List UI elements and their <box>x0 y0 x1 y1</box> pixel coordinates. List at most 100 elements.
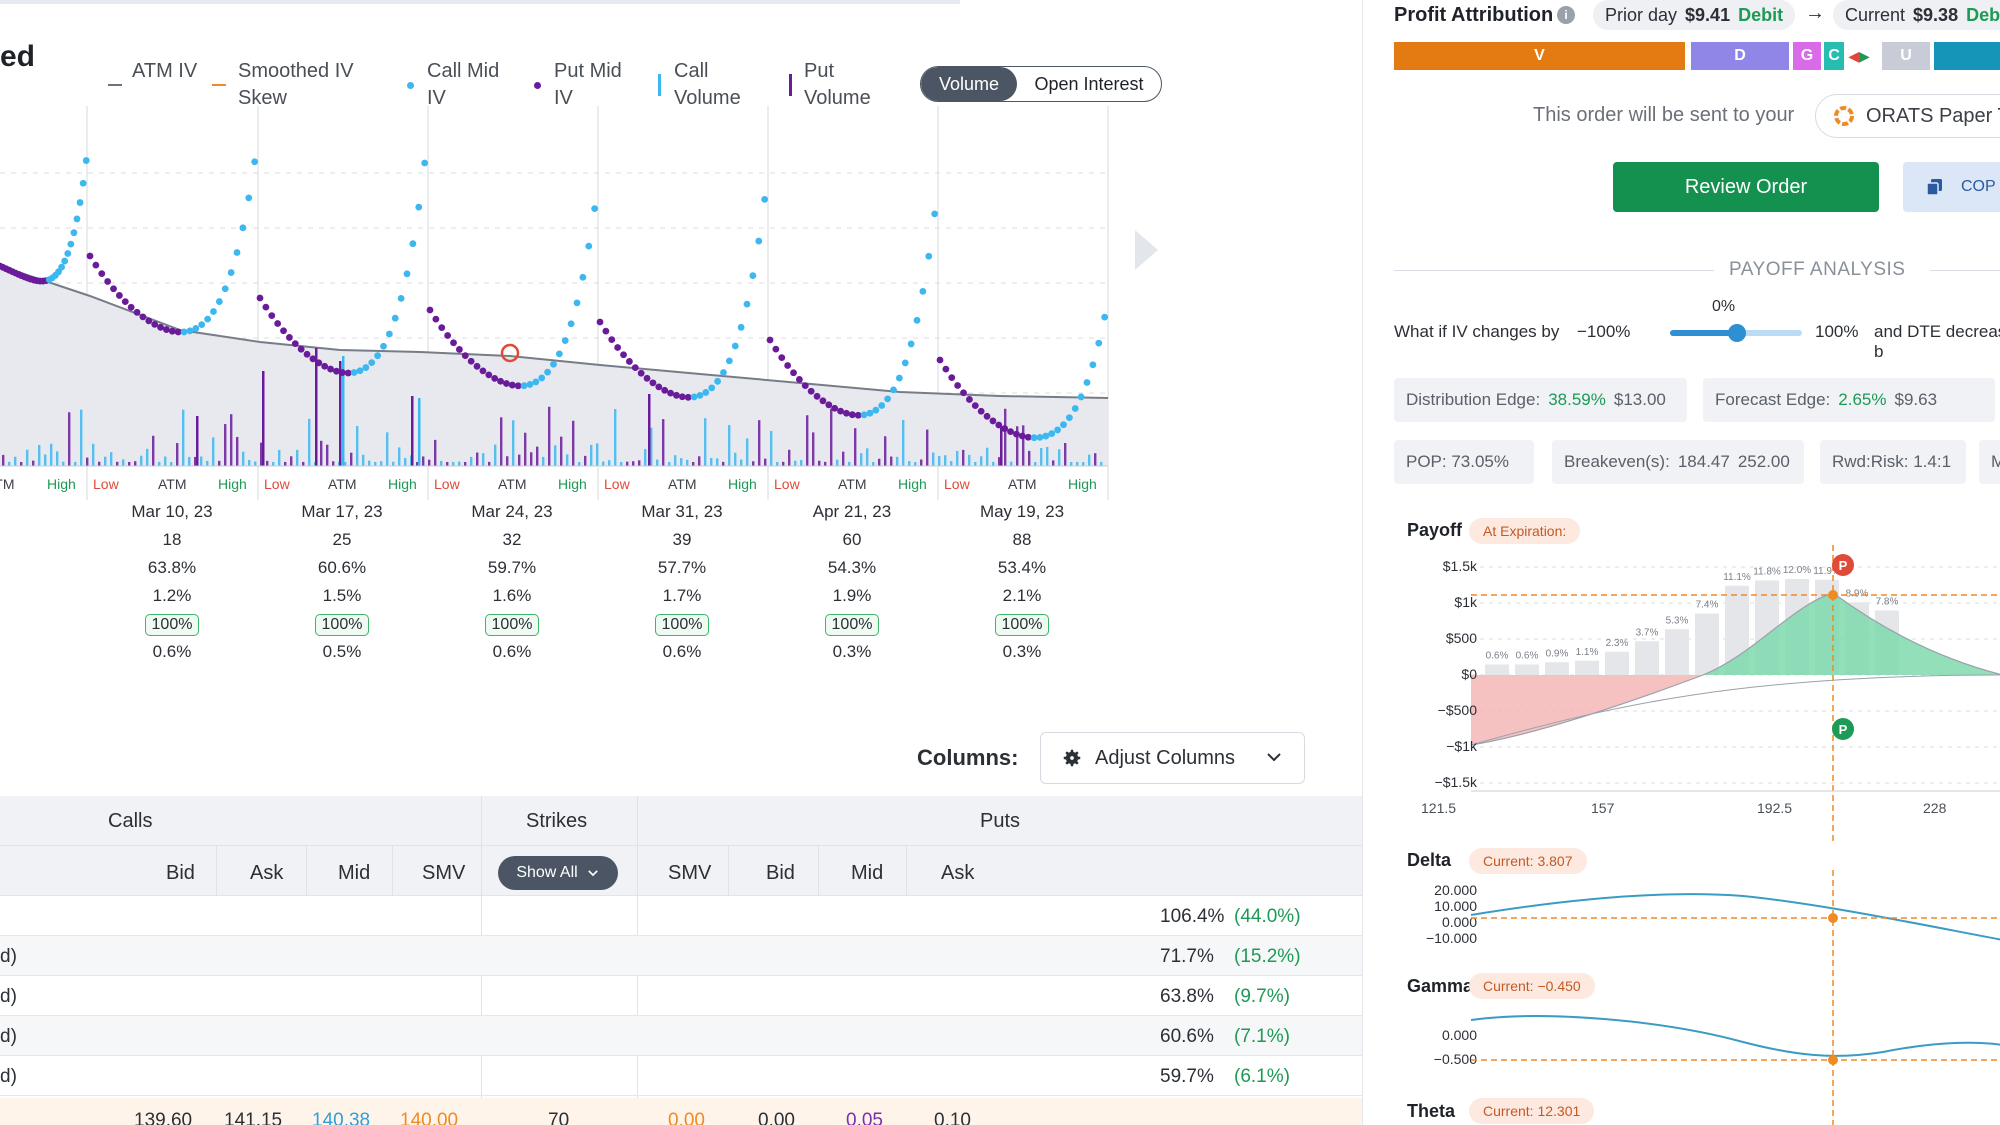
probability-label: 7.4% <box>1696 600 1719 611</box>
iv-point <box>438 324 446 332</box>
iv-point <box>180 328 188 336</box>
iv-point <box>303 350 311 358</box>
call-volume-bar <box>80 409 83 466</box>
call-volume-bar <box>710 458 713 466</box>
call-volume-bar <box>380 461 383 466</box>
legend-atm-iv[interactable]: ATM IV <box>108 58 212 86</box>
expiration-cell[interactable]: 100% <box>262 614 422 636</box>
strike-high-label: High <box>728 476 757 492</box>
call-volume-bar <box>344 461 347 466</box>
table-row[interactable]: d) 71.7% (15.2%) <box>0 936 1362 976</box>
attr-segment-d[interactable]: D <box>1691 42 1789 70</box>
table-row[interactable]: 106.4% (44.0%) <box>0 896 1362 936</box>
col-put-bid[interactable]: Bid <box>766 862 795 884</box>
payoff-x-tick: 157 <box>1591 800 1615 816</box>
col-call-smv[interactable]: SMV <box>422 862 466 884</box>
iv-point <box>608 336 616 344</box>
put-volume-bar <box>332 461 335 466</box>
at-expiration-pill[interactable]: At Expiration: <box>1469 518 1581 544</box>
attr-segment-arrows[interactable]: ◀ ▶ <box>1846 42 1872 70</box>
strike-low-label: Low <box>264 476 290 492</box>
legend-call-volume[interactable]: Call Volume <box>658 58 758 112</box>
put-volume-bar <box>320 440 323 466</box>
adjust-columns-dropdown[interactable]: Adjust Columns <box>1040 732 1305 784</box>
put-volume-bar <box>830 408 833 466</box>
col-put-smv[interactable]: SMV <box>668 862 712 884</box>
table-row[interactable]: d) 60.6% (7.1%) <box>0 1016 1362 1056</box>
arrow-right-icon: → <box>1805 2 1825 24</box>
iv-point <box>673 391 680 399</box>
call-volume-bar <box>566 454 569 466</box>
table-row[interactable]: 139.60 141.15 140.38 140.00 70 0.00 0.00… <box>0 1098 1362 1125</box>
call-volume-bar <box>980 456 983 466</box>
iv-point <box>350 369 358 376</box>
legend-call-mid-iv[interactable]: Call Mid IV <box>407 58 517 112</box>
call-volume-bar <box>452 461 455 466</box>
legend-put-mid-iv[interactable]: Put Mid IV <box>534 58 644 112</box>
expiration-cell[interactable]: 100% <box>942 614 1102 636</box>
expiration-cell: 53.4% <box>997 558 1047 577</box>
attr-segment-c[interactable]: C <box>1824 42 1844 70</box>
toggle-volume[interactable]: Volume <box>921 67 1017 101</box>
expiration-cell: 60.6% <box>317 558 367 577</box>
table-row[interactable]: d) 63.8% (9.7%) <box>0 976 1362 1016</box>
attr-segment-other[interactable] <box>1934 42 2000 70</box>
col-call-bid[interactable]: Bid <box>166 862 195 884</box>
iv-point <box>315 359 323 367</box>
expiration-cell[interactable]: 100% <box>602 614 762 636</box>
expiration-cell: 0.3% <box>832 642 872 661</box>
prior-day-pill: Prior day $9.41 Debit <box>1593 0 1796 30</box>
iv-point <box>333 367 340 375</box>
payoff-y-tick: −$1.5k <box>1434 774 1477 790</box>
toggle-open-interest[interactable]: Open Interest <box>1034 73 1144 94</box>
expiration-cell[interactable]: 100% <box>92 614 252 636</box>
iv-point <box>344 369 352 377</box>
scroll-track[interactable] <box>0 0 960 4</box>
probability-bar <box>1545 662 1569 675</box>
call-volume-bar <box>716 458 719 466</box>
iv-point <box>356 367 364 375</box>
iv-point <box>737 323 745 331</box>
attr-segment-g[interactable]: G <box>1793 42 1821 70</box>
expiration-cell: Apr 21, 23 <box>812 502 892 521</box>
legend-smoothed-iv-skew[interactable]: Smoothed IV Skew <box>212 58 368 112</box>
gamma-y-tick: −0.500 <box>1433 1051 1477 1067</box>
expiration-cell[interactable]: 100% <box>772 614 932 636</box>
slider-handle[interactable] <box>1728 324 1746 342</box>
copy-button[interactable]: COP <box>1903 162 2000 212</box>
iv-point <box>210 308 217 315</box>
expiration-cell[interactable]: 100% <box>432 614 592 636</box>
col-call-mid[interactable]: Mid <box>338 862 371 884</box>
call-volume-bar <box>770 430 773 466</box>
row-iv: 63.8% <box>1160 986 1214 1007</box>
col-call-ask[interactable]: Ask <box>250 862 284 884</box>
review-order-button[interactable]: Review Order <box>1613 162 1879 212</box>
put-volume-bar <box>290 456 293 466</box>
iv-point <box>104 278 112 285</box>
table-row[interactable]: d) 59.7% (6.1%) <box>0 1056 1362 1096</box>
caret-left-icon: ◀ <box>1848 47 1859 64</box>
iv-point <box>854 411 862 419</box>
probability-badge: 100% <box>314 614 370 636</box>
iv-point <box>1065 414 1073 422</box>
col-put-ask[interactable]: Ask <box>941 862 975 884</box>
row-iv: 106.4% <box>1160 906 1225 927</box>
attr-segment-u[interactable]: U <box>1882 42 1930 70</box>
put-volume-bar <box>752 461 755 466</box>
volume-oi-toggle[interactable]: Volume Open Interest <box>920 66 1162 102</box>
col-put-mid[interactable]: Mid <box>851 862 884 884</box>
strike-low-label: Low <box>944 476 970 492</box>
broker-account-selector[interactable]: ORATS Paper T <box>1815 94 2000 138</box>
iv-point <box>579 273 587 281</box>
delta-label: Delta <box>1407 850 1452 870</box>
put-volume-bar <box>152 435 155 466</box>
legend-put-volume[interactable]: Put Volume <box>789 58 884 112</box>
iv-point <box>163 326 170 333</box>
iv-change-slider[interactable] <box>1670 324 1802 342</box>
show-all-strikes-button[interactable]: Show All <box>498 856 618 890</box>
call-volume-bar <box>418 398 421 466</box>
info-icon[interactable]: i <box>1557 6 1575 24</box>
call-volume-bar <box>342 356 345 466</box>
iv-point <box>708 384 716 392</box>
attr-segment-v[interactable]: V <box>1394 42 1685 70</box>
